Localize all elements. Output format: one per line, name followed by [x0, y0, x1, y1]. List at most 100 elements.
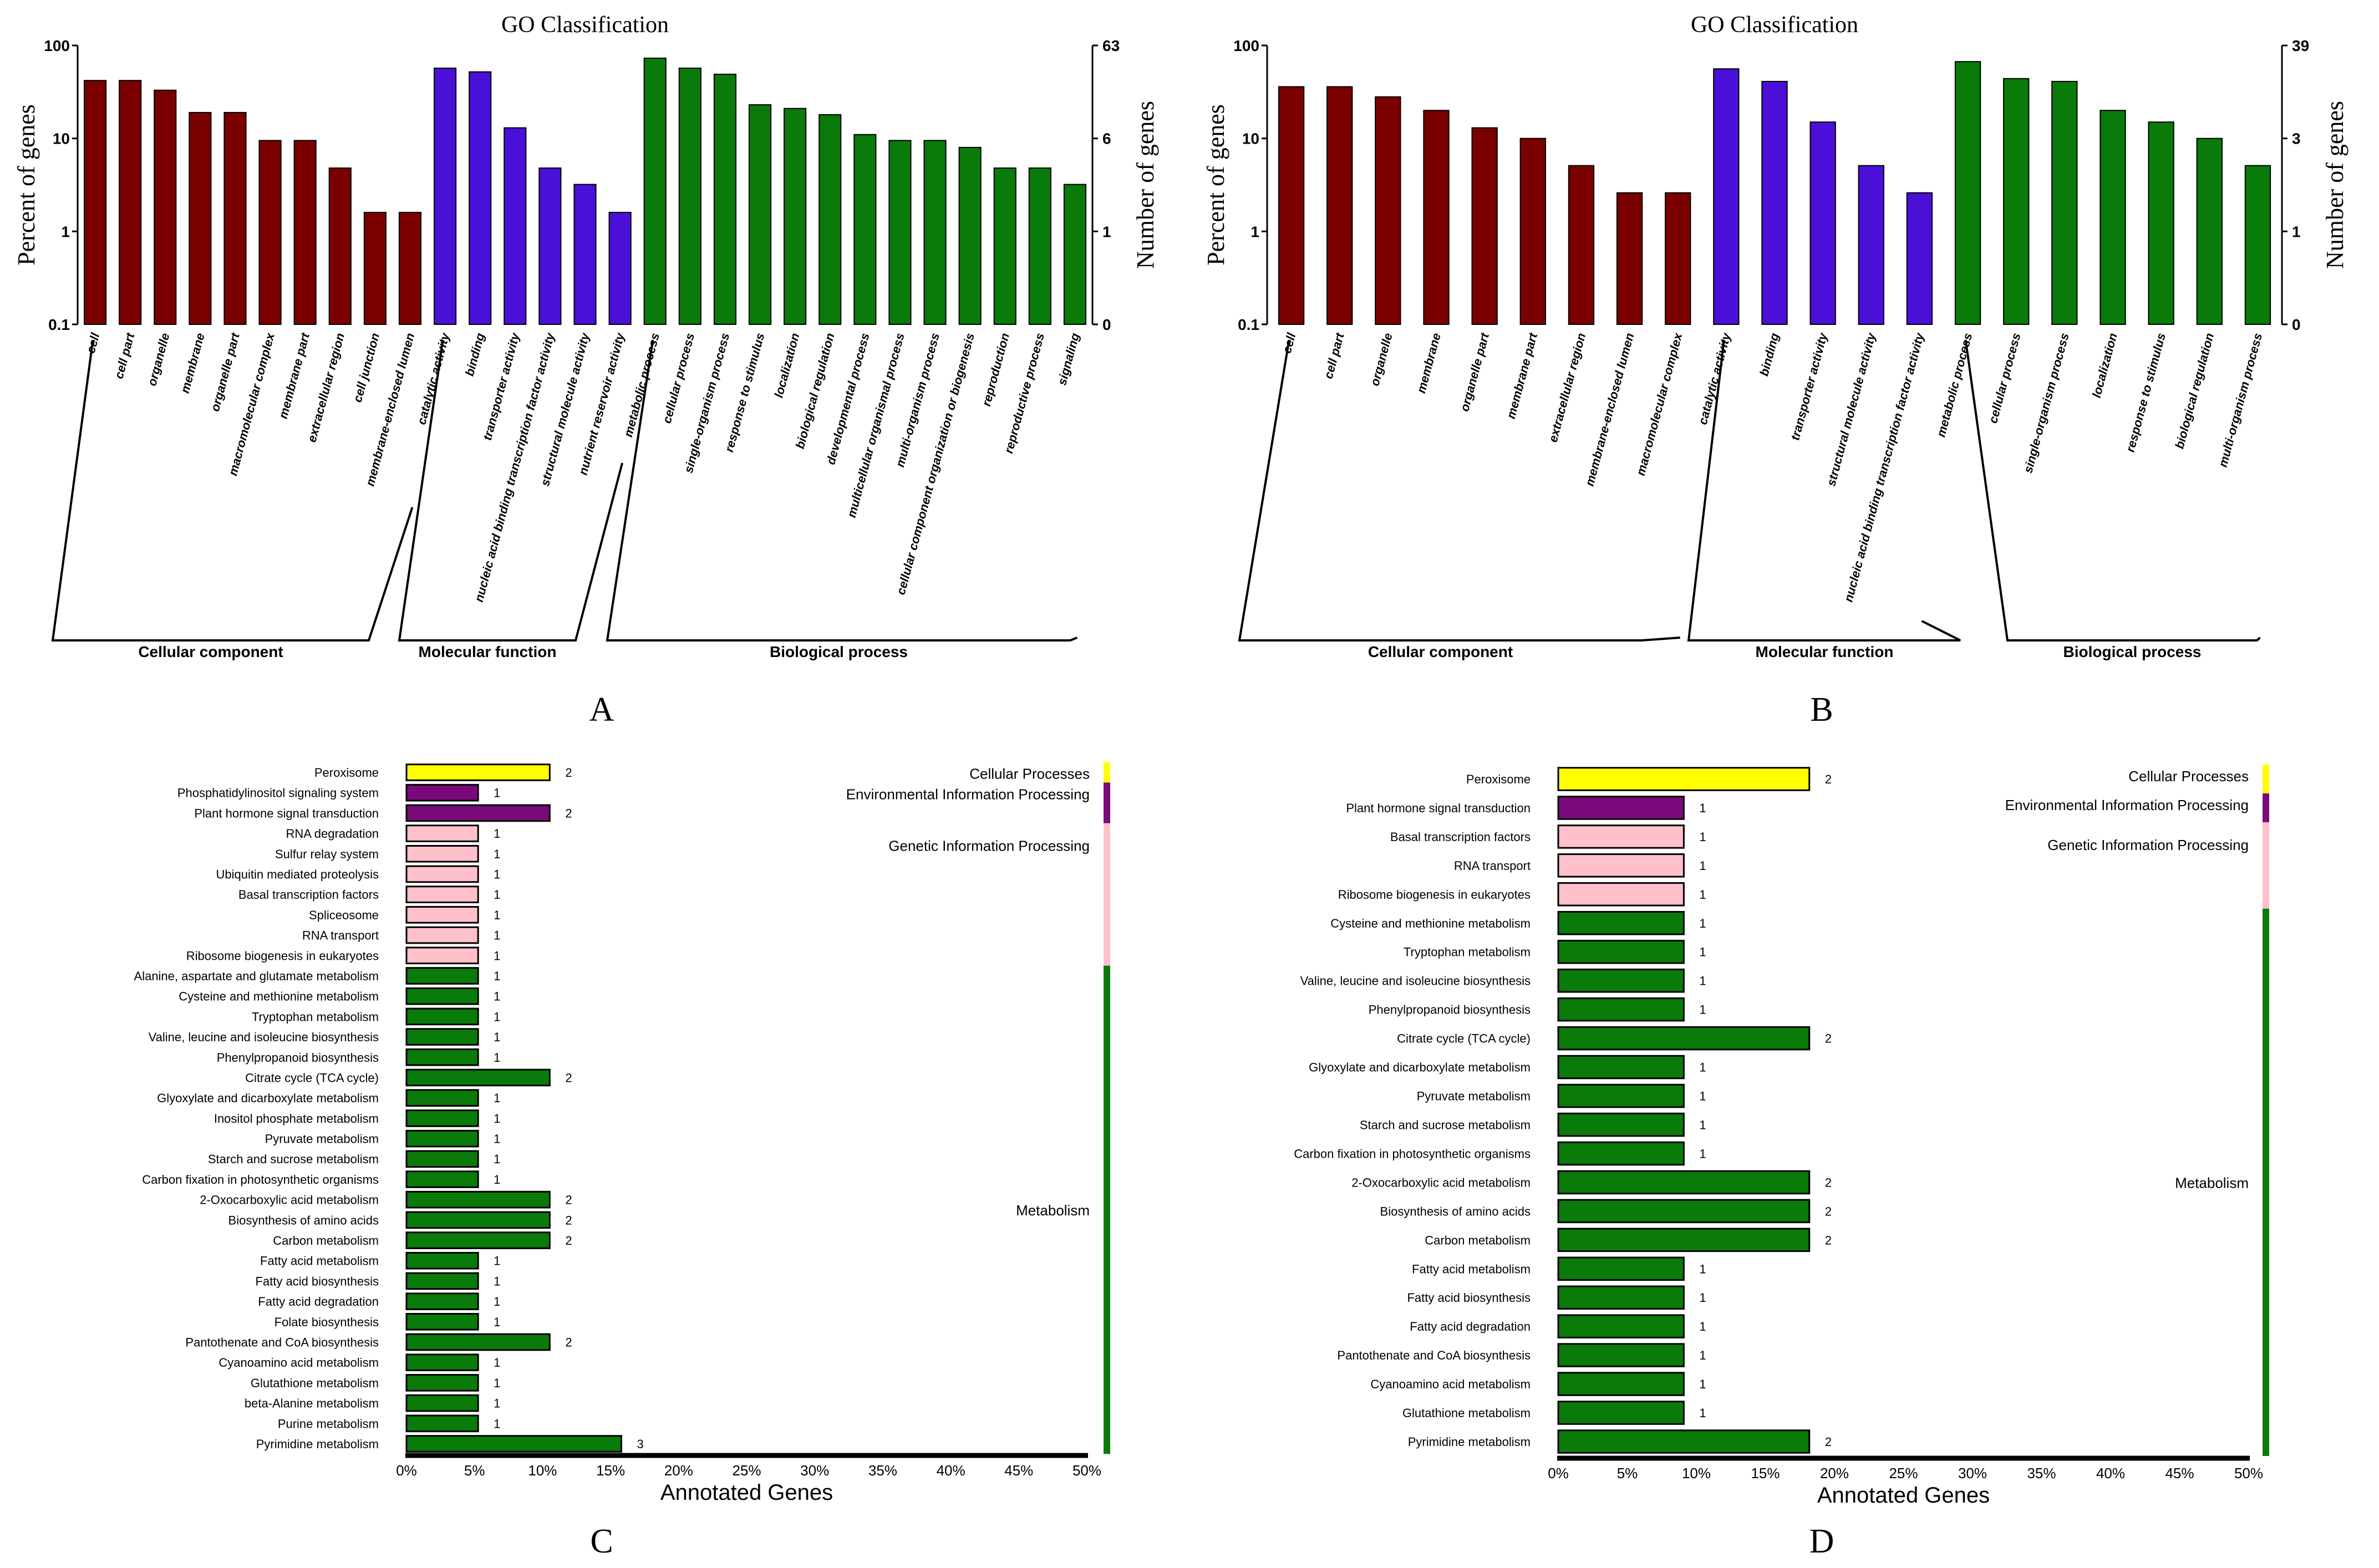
bar-value: 1 [494, 1315, 500, 1329]
bar-molecular [1713, 68, 1740, 325]
x-tick-label: signaling [1055, 331, 1082, 386]
bar-biological [2100, 110, 2126, 325]
chart-title: GO Classification [1691, 12, 1858, 38]
bar-biological [1954, 61, 1981, 325]
x-tick-label: organelle part [1457, 330, 1492, 413]
bar-label: Tryptophan metabolism [1404, 945, 1531, 959]
bar-metabolism [405, 1435, 622, 1453]
legend-bar-genetic [1104, 823, 1110, 966]
x-tick-label: binding [462, 331, 487, 378]
x-tick-label: response to stimulus [2123, 332, 2168, 454]
bar-value: 1 [494, 990, 500, 1004]
bar-molecular [1858, 165, 1884, 325]
bar-value: 2 [1825, 1032, 1832, 1046]
bar-label: Valine, leucine and isoleucine biosynthe… [1300, 974, 1531, 988]
bar-metabolism [405, 1190, 551, 1209]
bar-cellular [363, 212, 387, 325]
bar-label: Glutathione metabolism [251, 1376, 379, 1390]
bar-value: 2 [565, 1234, 572, 1248]
y-tick-label-left: 0.1 [48, 316, 70, 333]
bar-value: 1 [494, 1274, 500, 1288]
bar-biological [888, 140, 912, 325]
bar-metabolism [1557, 911, 1685, 935]
bar-label: Cyanoamino acid metabolism [1370, 1377, 1531, 1391]
bar-molecular [1761, 80, 1788, 325]
bar-value: 2 [565, 1336, 572, 1350]
bar-label: Plant hormone signal transduction [194, 806, 379, 820]
group-bracket [606, 339, 1078, 642]
bar-genetic [1557, 882, 1685, 907]
bar-environmental [405, 804, 551, 822]
bar-label: RNA transport [1454, 859, 1531, 873]
bar-cellular [258, 140, 282, 325]
bar-molecular [1809, 121, 1836, 325]
bar-label: Inositol phosphate metabolism [214, 1112, 379, 1126]
bar-metabolism [405, 1068, 551, 1087]
bar-metabolism [1557, 1429, 1811, 1454]
legend-label: Metabolism [2175, 1174, 2249, 1191]
x-tick-label: reproduction [979, 332, 1012, 408]
bar-biological [853, 134, 877, 325]
x-tick-label: 40% [937, 1462, 965, 1479]
bar-value: 1 [494, 1356, 500, 1370]
bar-label: Carbon fixation in photosynthetic organi… [1294, 1147, 1531, 1160]
bar-label: Starch and sucrose metabolism [1360, 1118, 1531, 1132]
bar-biological [2244, 165, 2271, 325]
bar-value: 1 [1699, 1377, 1706, 1391]
x-tick-label: 0% [396, 1462, 417, 1479]
bar-cellular [1568, 165, 1595, 325]
bar-value: 2 [1825, 772, 1832, 786]
bar-value: 1 [494, 786, 500, 800]
bar-biological [819, 114, 842, 325]
x-tick-label: localization [771, 332, 802, 399]
bar-label: Pyruvate metabolism [1417, 1090, 1531, 1103]
bar-value: 1 [1699, 1406, 1706, 1420]
group-label: Cellular component [138, 643, 283, 660]
bar-value: 1 [494, 969, 500, 983]
bar-label: Fatty acid biosynthesis [1407, 1291, 1531, 1305]
bar-metabolism [1557, 1314, 1685, 1338]
bar-value: 1 [494, 1030, 500, 1044]
bar-metabolism [1557, 1401, 1685, 1425]
bar-metabolism [405, 1150, 479, 1168]
x-tick-label: multi-organism process [2216, 332, 2265, 469]
bar-label: Pyrimidine metabolism [256, 1437, 379, 1451]
bar-value: 2 [1825, 1175, 1832, 1189]
legend-label: Environmental Information Processing [2005, 797, 2249, 813]
panel-caption: D [1809, 1523, 1834, 1560]
bar-value: 2 [565, 1213, 572, 1227]
x-tick-label: response to stimulus [722, 332, 767, 454]
y-axis-label-left: Percent of genes [1202, 104, 1229, 266]
bar-value: 2 [565, 1071, 572, 1085]
bar-metabolism [405, 1109, 479, 1127]
bar-cellular [189, 111, 212, 325]
bar-metabolism [1557, 1055, 1685, 1080]
bar-label: beta-Alanine metabolism [245, 1397, 379, 1411]
bar-label: Basal transcription factors [1390, 830, 1531, 844]
bar-cellular [1471, 127, 1498, 325]
bar-label: Phenylpropanoid biosynthesis [217, 1051, 379, 1065]
bar-label: Fatty acid degradation [258, 1295, 379, 1309]
bar-biological [2003, 78, 2030, 325]
bar-metabolism [405, 1374, 479, 1392]
panel-caption: A [589, 691, 614, 729]
y-axis-label-right: Number of genes [1132, 101, 1159, 269]
bar-metabolism [1557, 968, 1685, 993]
x-tick-label: biological regulation [2172, 332, 2217, 450]
legend-label: Environmental Information Processing [846, 786, 1090, 802]
y-tick-label-right: 6 [1102, 130, 1111, 147]
x-tick-label: membrane part [276, 330, 313, 420]
bar-metabolism [405, 1414, 479, 1433]
bar-label: Pyruvate metabolism [265, 1132, 379, 1146]
bar-label: Fatty acid biosynthesis [255, 1274, 379, 1288]
x-tick-label: 20% [1820, 1465, 1849, 1482]
group-label: Cellular component [1368, 643, 1513, 660]
x-tick-label: macromolecular complex [1634, 331, 1685, 477]
bar-genetic [405, 946, 479, 965]
x-tick-label: biological regulation [793, 332, 837, 450]
bar-label: Glyoxylate and dicarboxylate metabolism [1309, 1061, 1531, 1075]
bar-metabolism [405, 1048, 479, 1066]
bar-biological [2051, 80, 2078, 325]
bar-label: Alanine, aspartate and glutamate metabol… [134, 969, 379, 983]
bar-metabolism [405, 1007, 479, 1026]
